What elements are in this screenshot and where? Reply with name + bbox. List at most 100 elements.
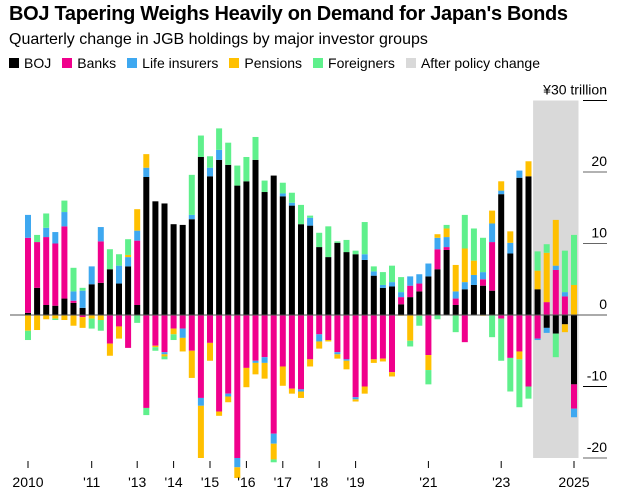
bar-segment-boj [216,159,223,315]
bar-segment-pensions [461,248,468,283]
bar-segment-foreigners [425,370,432,385]
bar-segment-pensions [116,326,122,339]
bar-segment-banks [261,315,268,358]
bar-segment-banks [79,315,86,318]
bar-segment-foreigners [25,330,31,341]
bar-segment-foreigners [370,266,377,272]
bar-segment-banks [334,315,341,353]
bar-segment-pensions [243,367,250,388]
bar-segment-foreigners [361,222,368,255]
x-tick-label: '19 [346,474,364,490]
bar-segment-boj [188,219,195,315]
bar-segment-banks [370,315,377,360]
bar-segment-banks [197,315,204,398]
bar-segment-pensions [216,411,223,416]
bar-segment-life-insurers [188,214,195,220]
bar-segment-banks [234,315,241,458]
bar-segment-life-insurers [571,408,577,418]
bar-segment-foreigners [334,241,341,243]
bar-segment-boj [125,266,132,315]
bar-segment-life-insurers [43,227,50,238]
bar-segment-pensions [525,161,532,177]
legend: BOJ Banks Life insurers Pensions Foreigners A… [9,55,540,71]
bar-segment-life-insurers [343,359,350,361]
y-tick-label: 20 [591,153,607,169]
bar-segment-boj [261,192,268,315]
bar-segment-life-insurers [534,338,541,341]
chart-subtitle: Quarterly change in JGB holdings by majo… [9,31,428,48]
bar-segment-life-insurers [434,237,441,250]
bar-segment-foreigners [452,315,459,333]
bar-segment-boj [270,175,277,315]
bar-segment-pensions [543,252,550,303]
bar-segment-foreigners [270,459,277,463]
legend-swatch [405,58,416,68]
legend-swatch [229,58,240,68]
bar-segment-banks [34,242,41,288]
bar-segment-foreigners [79,287,86,291]
bar-segment-foreigners [288,192,295,203]
bar-segment-foreigners [143,407,150,416]
bar-segment-foreigners [97,320,104,331]
bar-segment-boj [288,205,295,315]
bar-segment-pensions [134,209,141,231]
y-tick-label: -20 [587,439,607,455]
bar-segment-banks [307,315,314,360]
bar-segment-pensions [389,372,395,377]
bar-segment-boj [325,257,332,315]
bar-segment-foreigners [125,239,132,255]
bar-segment-banks [552,269,559,315]
bar-segment-banks [361,315,368,387]
bar-segment-pensions [170,328,177,335]
bar-segment-banks [125,315,132,348]
bar-segment-foreigners [34,234,41,243]
bar-segment-life-insurers [116,265,122,284]
bar-segment-foreigners [443,224,450,229]
bar-segment-foreigners [480,237,486,273]
bar-segment-foreigners [216,128,223,150]
bar-segment-banks [498,315,505,319]
bar-segment-pensions [88,315,95,319]
bar-segment-foreigners [307,215,314,218]
bar-segment-banks [452,298,459,305]
bar-segment-banks [480,279,486,286]
bar-segment-pensions [370,359,377,363]
bar-segment-pensions [470,260,477,275]
bar-segment-pensions [79,317,86,328]
bar-segment-foreigners [279,182,286,194]
bar-segment-foreigners [407,340,414,347]
bar-segment-foreigners [416,315,423,326]
bar-segment-banks [143,315,150,408]
bar-segment-foreigners [188,174,195,215]
bar-segment-boj [79,307,86,315]
bar-segment-foreigners [498,318,505,361]
bar-segment-life-insurers [97,227,104,242]
bar-segment-life-insurers [425,263,432,277]
bar-segment-pensions [334,354,341,359]
bar-segment-life-insurers [316,334,323,342]
bar-segment-boj [43,304,50,315]
legend-item: BOJ [9,55,51,71]
bar-segment-boj [170,224,177,315]
bar-segment-pensions [43,315,50,320]
bar-segment-pensions [516,351,523,360]
bar-segment-pensions [361,386,368,394]
bar-segment-banks [52,243,59,306]
bar-segment-boj [571,315,577,385]
bar-segment-life-insurers [498,190,505,195]
x-tick-label: 2010 [12,474,43,490]
bar-segment-foreigners [52,318,59,321]
legend-item: Life insurers [127,55,218,71]
bar-segment-foreigners [234,165,241,186]
chart-title: BOJ Tapering Weighs Heavily on Demand fo… [9,3,568,25]
bar-segment-pensions [443,228,450,238]
bar-segment-foreigners [461,214,468,249]
bar-segment-foreigners [434,315,441,320]
x-tick-label: '11 [83,474,100,490]
bar-segment-foreigners [43,213,50,228]
bar-segment-foreigners [379,272,386,285]
bar-segment-banks [134,240,141,305]
bar-segment-boj [379,287,386,315]
bar-segment-foreigners [325,226,332,258]
bar-segment-pensions [261,362,268,379]
